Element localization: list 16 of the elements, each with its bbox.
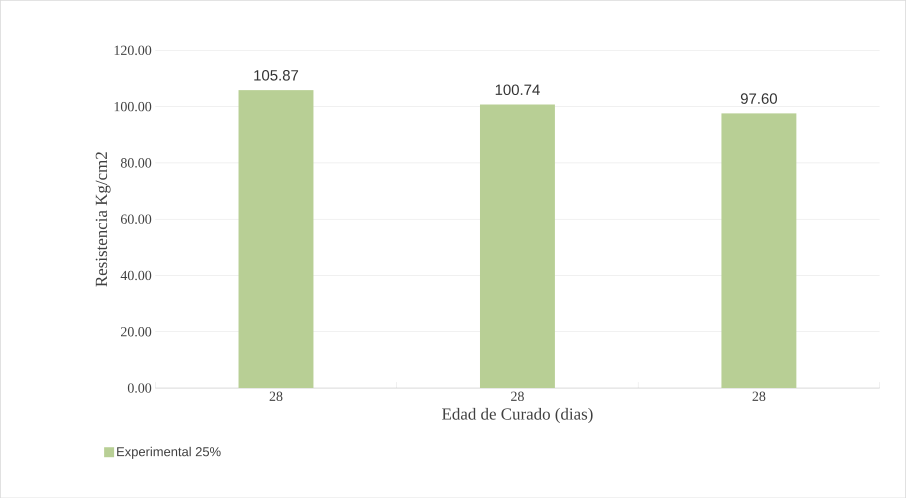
x-tick-label: 28 <box>511 391 524 401</box>
x-tick-label: 28 <box>270 391 282 401</box>
x-axis-title: Edad de Curado (dias) <box>442 408 593 423</box>
y-tick-label: 0.00 <box>128 383 152 393</box>
y-tick-label: 120.00 <box>114 45 152 55</box>
x-tick-label: 28 <box>752 391 766 401</box>
y-tick-label: 100.00 <box>114 102 152 112</box>
y-tick-label: 80.00 <box>120 158 152 168</box>
legend-label: Experimental 25% <box>117 446 221 459</box>
data-label: 97.60 <box>740 93 777 104</box>
y-tick-label: 20.00 <box>121 326 152 336</box>
data-label: 100.74 <box>496 84 540 95</box>
y-tick-label: 60.00 <box>120 214 152 224</box>
y-axis-title: Resistencia Kg/cm2 <box>96 152 111 286</box>
y-tick-label: 40.00 <box>120 270 152 280</box>
data-label: 105.87 <box>254 70 298 80</box>
